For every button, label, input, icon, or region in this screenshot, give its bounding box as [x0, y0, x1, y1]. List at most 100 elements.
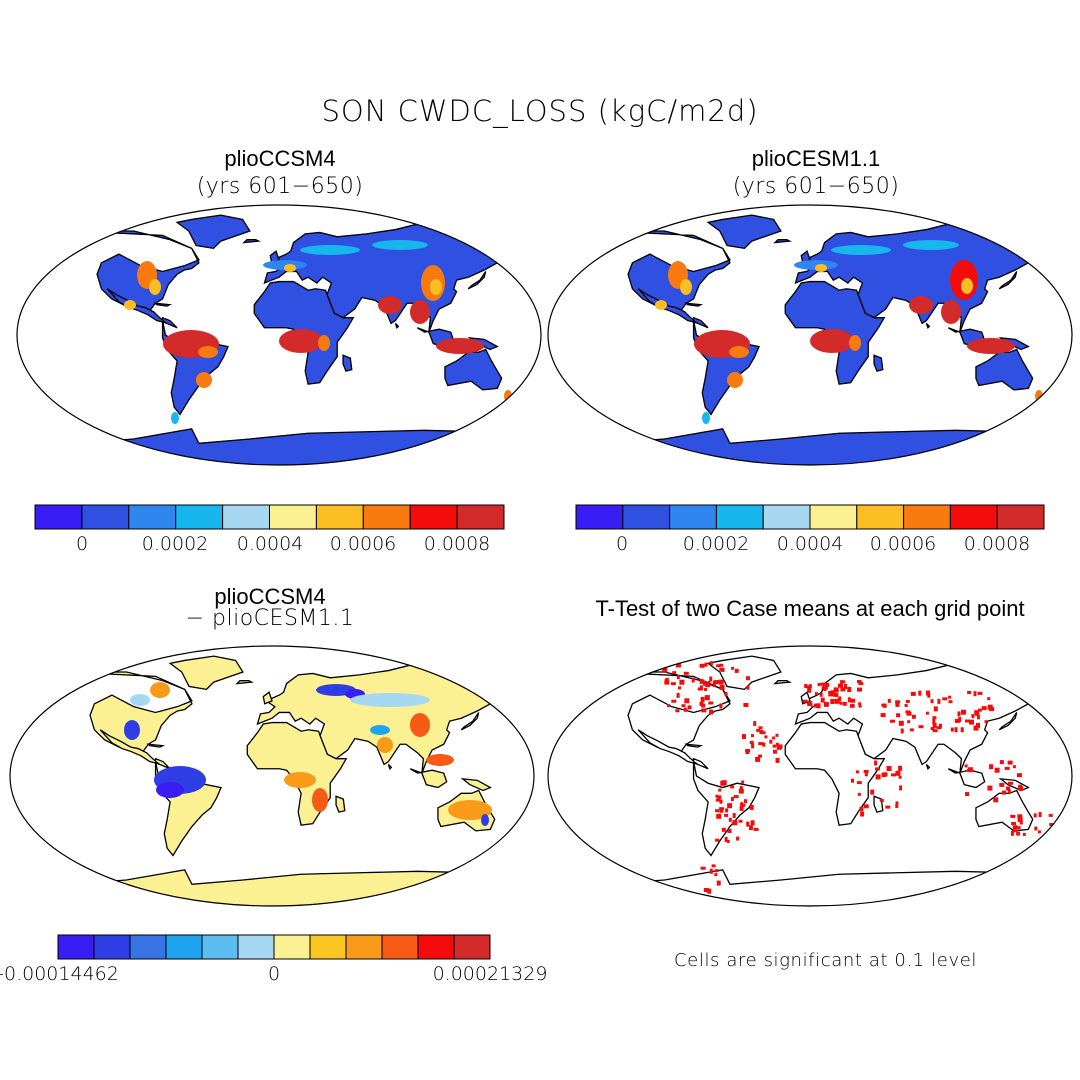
significant-cell: [859, 807, 864, 812]
significant-cell: [828, 691, 833, 694]
colorbar-2-tick: 0: [615, 533, 629, 555]
panel-4-title: T-Test of two Case means at each grid po…: [595, 596, 1025, 621]
significant-cell: [717, 795, 722, 800]
panel-2-subtitle: (yrs 601−650): [732, 174, 900, 199]
significant-cell: [733, 795, 739, 799]
significant-cell: [678, 686, 681, 690]
colorbar-2-tick: 0.0008: [963, 533, 1031, 555]
hotspot-layer: [655, 240, 1043, 424]
colorbar-swatch: [856, 504, 905, 530]
significant-cell: [709, 676, 713, 682]
significant-cell: [724, 813, 729, 817]
colorbar-swatch: [669, 504, 717, 530]
significant-cell: [721, 827, 726, 832]
significant-cell: [833, 687, 839, 693]
significant-cell: [662, 667, 668, 673]
colorbar-1-tick: 0.0006: [329, 533, 397, 555]
significant-cell: [910, 691, 916, 696]
significant-cell: [870, 789, 875, 795]
significant-cell: [855, 770, 859, 774]
colorbar-swatch: [622, 504, 671, 530]
significant-cell: [684, 698, 690, 704]
significant-cell: [863, 769, 869, 773]
colorbar-2-tick: 0.0006: [869, 533, 937, 555]
colorbar-panel-2: [575, 504, 1045, 530]
significant-cell: [830, 690, 836, 696]
panel-1-subtitle: (yrs 601−650): [196, 174, 364, 199]
panel-3-subtitle: − plioCESM1.1: [185, 606, 355, 631]
significant-cell: [687, 705, 692, 710]
significant-cell: [840, 687, 846, 692]
significant-cell: [1019, 786, 1024, 792]
colorbar-swatch: [409, 504, 458, 530]
significant-cell: [716, 664, 721, 668]
globe-outline: [547, 645, 1073, 907]
significant-cell: [961, 709, 966, 715]
significant-cell: [758, 754, 762, 758]
significant-cell: [745, 749, 750, 754]
significant-cell: [973, 725, 979, 731]
significant-cell: [703, 888, 709, 892]
colorbar-1-tick: 0: [75, 533, 89, 555]
significant-cell: [1016, 773, 1022, 778]
significant-cell: [847, 697, 851, 703]
significant-cell: [814, 692, 818, 696]
significant-cell: [1012, 765, 1016, 769]
significant-cell: [807, 701, 813, 707]
significant-cell: [709, 709, 714, 715]
significant-cell: [977, 691, 983, 695]
colorbar-1-tick: 0.0008: [423, 533, 491, 555]
significant-cell: [965, 792, 969, 797]
significant-cell: [847, 687, 852, 692]
significant-cell: [960, 727, 964, 733]
significant-cell: [874, 760, 878, 766]
significant-cell: [899, 785, 903, 791]
significant-cell: [748, 825, 753, 831]
significant-cell: [942, 697, 948, 701]
significant-cell: [699, 678, 704, 684]
significant-cell: [833, 692, 839, 697]
colorbar-2-tick: 0.0004: [776, 533, 844, 555]
significant-cell: [875, 767, 880, 771]
significant-cell: [751, 734, 754, 738]
significant-cell: [716, 813, 722, 819]
significant-cell: [857, 687, 862, 692]
significant-cell: [715, 838, 720, 842]
significant-cell: [705, 682, 711, 688]
significant-cell: [1006, 786, 1011, 791]
significant-cell: [724, 692, 728, 696]
colorbar-swatch: [362, 504, 411, 530]
significant-cell: [976, 722, 980, 728]
significant-cell: [895, 801, 899, 805]
colorbar-swatch: [381, 934, 419, 960]
significant-cell: [746, 821, 750, 827]
significant-cell: [989, 707, 995, 712]
significant-cell: [932, 729, 938, 733]
significant-cell: [700, 866, 706, 870]
significant-cell: [890, 719, 895, 723]
significant-cell: [715, 798, 720, 802]
significant-cell: [864, 771, 868, 777]
significant-cell: [1012, 825, 1018, 830]
significant-cell: [714, 869, 719, 873]
significant-cell: [904, 704, 908, 707]
significant-cell: [987, 697, 991, 701]
colorbar-swatch: [309, 934, 347, 960]
significant-cell: [930, 699, 934, 704]
significant-cell: [736, 836, 740, 841]
significant-cell: [666, 704, 670, 708]
significant-cell: [676, 675, 680, 680]
significant-cell: [957, 711, 961, 717]
significant-cell: [772, 736, 776, 740]
significant-cell: [731, 666, 735, 670]
colorbar-swatch: [165, 934, 203, 960]
significant-cell: [753, 721, 757, 727]
significant-cell: [898, 720, 904, 726]
colorbar-swatch: [129, 934, 167, 960]
difference-anomaly-layer: [124, 682, 492, 826]
significant-cell: [720, 780, 726, 786]
significant-cell: [993, 797, 999, 803]
significant-cell: [948, 700, 953, 704]
significant-cell: [937, 698, 941, 704]
significant-cell: [719, 799, 723, 804]
